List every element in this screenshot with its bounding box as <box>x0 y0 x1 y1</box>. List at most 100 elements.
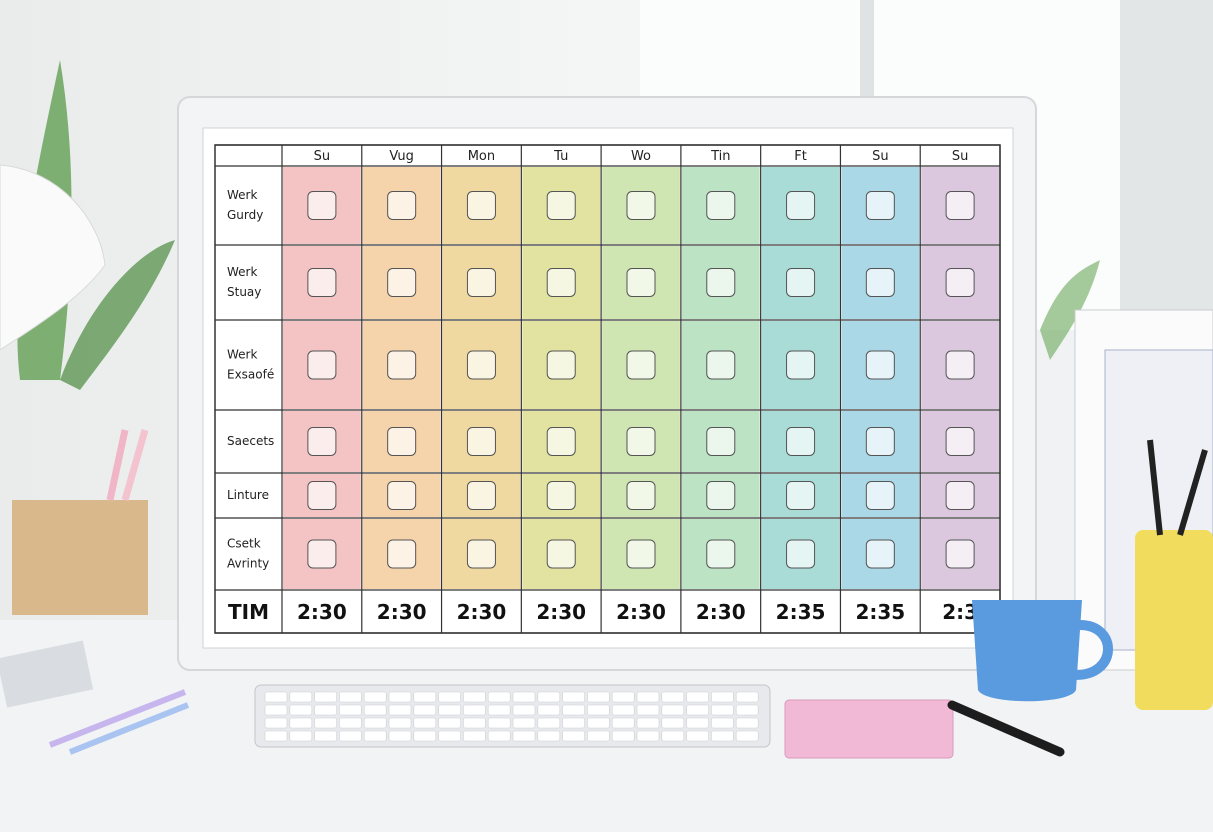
pen <box>947 700 1065 757</box>
mug-handle <box>1075 620 1113 680</box>
cell-icon <box>786 539 816 569</box>
key <box>339 730 362 742</box>
key <box>264 730 288 742</box>
cell-icon <box>466 350 496 380</box>
cell-icon <box>546 268 576 297</box>
time-value: 2:30 <box>457 600 507 624</box>
cell-icon <box>706 539 736 569</box>
cell-icon <box>626 481 656 510</box>
key <box>611 691 635 703</box>
cell-icon <box>626 268 656 297</box>
key <box>487 704 511 716</box>
key <box>388 717 412 729</box>
key <box>413 717 437 729</box>
cell-icon <box>945 268 975 297</box>
key <box>611 717 635 729</box>
time-value: 2:30 <box>616 600 666 624</box>
key <box>264 717 288 729</box>
cell-icon <box>546 427 576 456</box>
day-header: Su <box>872 149 889 164</box>
row-label: Linture <box>227 488 269 502</box>
pencil <box>121 429 149 501</box>
key <box>562 704 585 716</box>
key <box>388 730 412 742</box>
key <box>587 717 610 729</box>
key <box>363 717 387 729</box>
key <box>438 691 461 703</box>
day-header: Tu <box>553 149 568 164</box>
cell-icon <box>466 268 496 297</box>
key <box>611 730 635 742</box>
cell-icon <box>626 191 656 220</box>
key <box>562 717 585 729</box>
cell-icon <box>945 350 975 380</box>
pen-cup <box>1135 530 1213 710</box>
cell-icon <box>466 427 496 456</box>
cell-icon <box>626 427 656 456</box>
cell-icon <box>387 481 417 510</box>
window-frame <box>1120 0 1213 330</box>
cell-icon <box>546 350 576 380</box>
time-value: 2:30 <box>377 600 427 624</box>
keys <box>264 691 759 742</box>
key <box>661 717 685 729</box>
cell-icon <box>387 350 417 380</box>
row-label: Exsaofé <box>227 368 274 382</box>
spiral-notebook <box>0 640 94 708</box>
cell-icon <box>307 539 337 569</box>
cell-icon <box>387 427 417 456</box>
key <box>636 691 660 703</box>
key <box>512 691 536 703</box>
key <box>463 691 486 703</box>
cell-icon <box>307 481 337 510</box>
key <box>363 704 387 716</box>
time-value: 2:3 <box>942 600 978 624</box>
cell-icon <box>786 191 816 220</box>
key <box>537 730 561 742</box>
row-label: Stuay <box>227 285 261 299</box>
time-value: 2:30 <box>297 600 347 624</box>
key <box>636 704 660 716</box>
key <box>314 704 337 716</box>
key <box>711 730 734 742</box>
cell-icon <box>466 191 496 220</box>
cell-icon <box>865 539 895 569</box>
cell-icon <box>307 350 337 380</box>
key <box>413 691 437 703</box>
cell-icon <box>546 481 576 510</box>
key <box>711 704 734 716</box>
pencil <box>68 702 190 755</box>
key <box>686 704 709 716</box>
cell-icon <box>945 539 975 569</box>
time-value: 2:35 <box>855 600 905 624</box>
key <box>587 691 610 703</box>
plant <box>60 240 175 390</box>
cell-icon <box>307 268 337 297</box>
time-value: 2:30 <box>536 600 586 624</box>
key <box>735 691 759 703</box>
cell-icon <box>706 427 736 456</box>
key <box>413 704 437 716</box>
day-header: Vug <box>389 149 414 164</box>
key <box>314 730 337 742</box>
key <box>438 730 461 742</box>
pencil <box>48 689 187 748</box>
key <box>512 730 536 742</box>
cell-icon <box>865 481 895 510</box>
key <box>413 730 437 742</box>
row-label: Csetk <box>227 537 261 551</box>
cell-icon <box>706 191 736 220</box>
cell-icon <box>786 427 816 456</box>
key <box>438 704 461 716</box>
cell-icon <box>945 427 975 456</box>
key <box>686 730 709 742</box>
cell-icon <box>307 427 337 456</box>
key <box>289 704 313 716</box>
row-label: Avrinty <box>227 557 269 571</box>
plant <box>1040 260 1100 360</box>
key <box>537 691 561 703</box>
day-header: Mon <box>468 149 495 164</box>
notebook <box>784 699 954 759</box>
cell-icon <box>865 268 895 297</box>
